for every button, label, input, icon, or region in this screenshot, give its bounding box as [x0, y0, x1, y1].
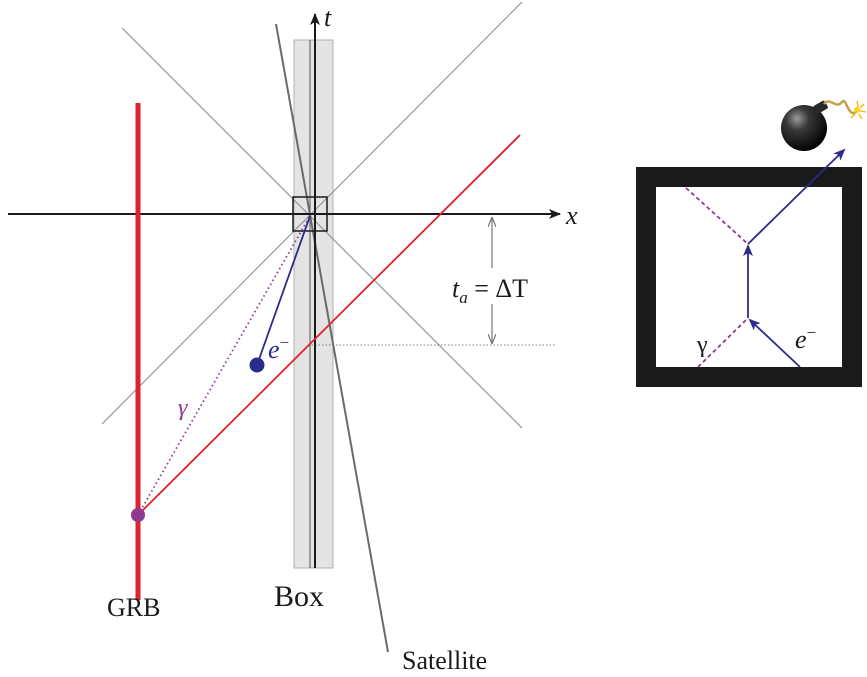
grb-emission-event: [131, 508, 145, 522]
box-worldtube: [293, 39, 334, 569]
inset-electron-in: [748, 318, 801, 368]
electron-label: e−: [268, 333, 289, 364]
interval-label: ta = ΔT: [452, 274, 528, 307]
x-axis-label: x: [565, 201, 578, 230]
interaction-region: [292, 196, 328, 232]
light-cone-line-a: [121, 27, 523, 429]
box-label: Box: [274, 580, 324, 613]
electron-origin-dot: [249, 357, 265, 373]
inset-frame: [636, 167, 862, 387]
inset-photon-label: γ: [696, 332, 708, 358]
grb-label: GRB: [107, 593, 160, 622]
satellite-label: Satellite: [402, 646, 487, 675]
bomb-icon: [781, 99, 867, 151]
photon-path: [137, 215, 311, 516]
inset-electron-out: [747, 148, 846, 245]
inset-electron-label: e−: [795, 323, 816, 354]
inset-panel: γ e−: [636, 99, 867, 387]
grb-light-ray: [137, 134, 521, 516]
t-axis-label: t: [324, 3, 332, 32]
photon-label: γ: [178, 395, 188, 421]
inset-photon-in: [697, 317, 749, 368]
electron-path: [256, 215, 311, 366]
satellite-worldline: [275, 23, 389, 653]
